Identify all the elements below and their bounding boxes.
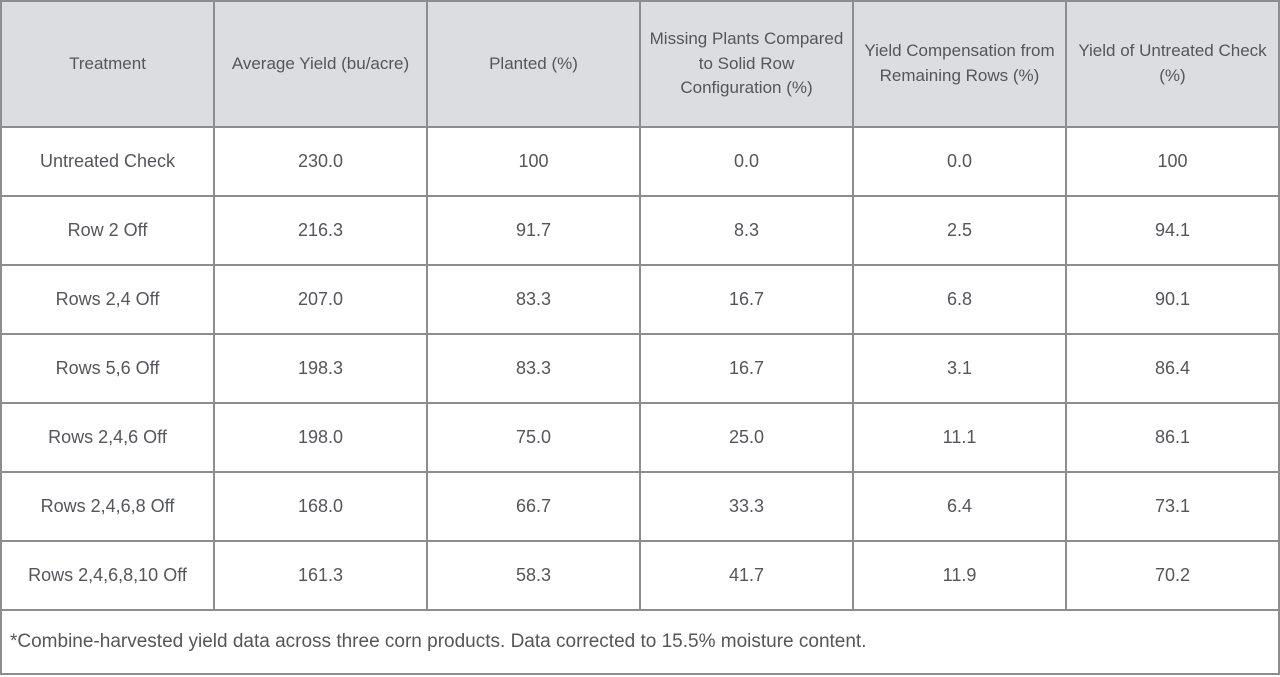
table-header: Treatment Average Yield (bu/acre) Plante… <box>0 0 1280 128</box>
value-cell: 6.8 <box>852 264 1067 335</box>
value-cell: 90.1 <box>1065 264 1280 335</box>
treatment-cell: Rows 5,6 Off <box>0 333 215 404</box>
table-row: Rows 5,6 Off 198.3 83.3 16.7 3.1 86.4 <box>0 333 1280 404</box>
value-cell: 2.5 <box>852 195 1067 266</box>
value-cell: 11.1 <box>852 402 1067 473</box>
value-cell: 6.4 <box>852 471 1067 542</box>
value-cell: 198.0 <box>213 402 428 473</box>
column-header-treatment: Treatment <box>0 0 215 128</box>
value-cell: 94.1 <box>1065 195 1280 266</box>
value-cell: 86.1 <box>1065 402 1280 473</box>
treatment-cell: Rows 2,4 Off <box>0 264 215 335</box>
value-cell: 100 <box>1065 126 1280 197</box>
value-cell: 66.7 <box>426 471 641 542</box>
table-row: Row 2 Off 216.3 91.7 8.3 2.5 94.1 <box>0 195 1280 266</box>
value-cell: 33.3 <box>639 471 854 542</box>
value-cell: 83.3 <box>426 333 641 404</box>
treatment-cell: Rows 2,4,6 Off <box>0 402 215 473</box>
treatment-cell: Row 2 Off <box>0 195 215 266</box>
table-body: Untreated Check 230.0 100 0.0 0.0 100 Row 2 Of… <box>0 126 1280 611</box>
column-header-yield-untreated-check: Yield of Untreated Check (%) <box>1065 0 1280 128</box>
footnote-row: *Combine-harvested yield data across thr… <box>0 609 1280 675</box>
value-cell: 216.3 <box>213 195 428 266</box>
column-header-planted: Planted (%) <box>426 0 641 128</box>
value-cell: 41.7 <box>639 540 854 611</box>
value-cell: 207.0 <box>213 264 428 335</box>
value-cell: 73.1 <box>1065 471 1280 542</box>
value-cell: 198.3 <box>213 333 428 404</box>
header-row: Treatment Average Yield (bu/acre) Plante… <box>0 0 1280 128</box>
table-row: Rows 2,4,6,8,10 Off 161.3 58.3 41.7 11.9 70.2 <box>0 540 1280 611</box>
value-cell: 83.3 <box>426 264 641 335</box>
value-cell: 230.0 <box>213 126 428 197</box>
value-cell: 0.0 <box>852 126 1067 197</box>
table-row: Rows 2,4 Off 207.0 83.3 16.7 6.8 90.1 <box>0 264 1280 335</box>
column-header-yield-compensation: Yield Compensation from Remaining Rows (… <box>852 0 1067 128</box>
treatment-cell: Untreated Check <box>0 126 215 197</box>
table-row: Rows 2,4,6 Off 198.0 75.0 25.0 11.1 86.1 <box>0 402 1280 473</box>
value-cell: 8.3 <box>639 195 854 266</box>
table-row: Rows 2,4,6,8 Off 168.0 66.7 33.3 6.4 73.1 <box>0 471 1280 542</box>
value-cell: 58.3 <box>426 540 641 611</box>
value-cell: 16.7 <box>639 333 854 404</box>
value-cell: 91.7 <box>426 195 641 266</box>
table-row: Untreated Check 230.0 100 0.0 0.0 100 <box>0 126 1280 197</box>
value-cell: 0.0 <box>639 126 854 197</box>
column-header-average-yield: Average Yield (bu/acre) <box>213 0 428 128</box>
value-cell: 161.3 <box>213 540 428 611</box>
footnote-text: *Combine-harvested yield data across thr… <box>0 609 1280 675</box>
value-cell: 86.4 <box>1065 333 1280 404</box>
treatment-cell: Rows 2,4,6,8,10 Off <box>0 540 215 611</box>
value-cell: 100 <box>426 126 641 197</box>
value-cell: 16.7 <box>639 264 854 335</box>
value-cell: 25.0 <box>639 402 854 473</box>
value-cell: 70.2 <box>1065 540 1280 611</box>
value-cell: 11.9 <box>852 540 1067 611</box>
value-cell: 168.0 <box>213 471 428 542</box>
column-header-missing-plants: Missing Plants Compared to Solid Row Con… <box>639 0 854 128</box>
treatment-cell: Rows 2,4,6,8 Off <box>0 471 215 542</box>
value-cell: 75.0 <box>426 402 641 473</box>
value-cell: 3.1 <box>852 333 1067 404</box>
table-footer: *Combine-harvested yield data across thr… <box>0 609 1280 675</box>
